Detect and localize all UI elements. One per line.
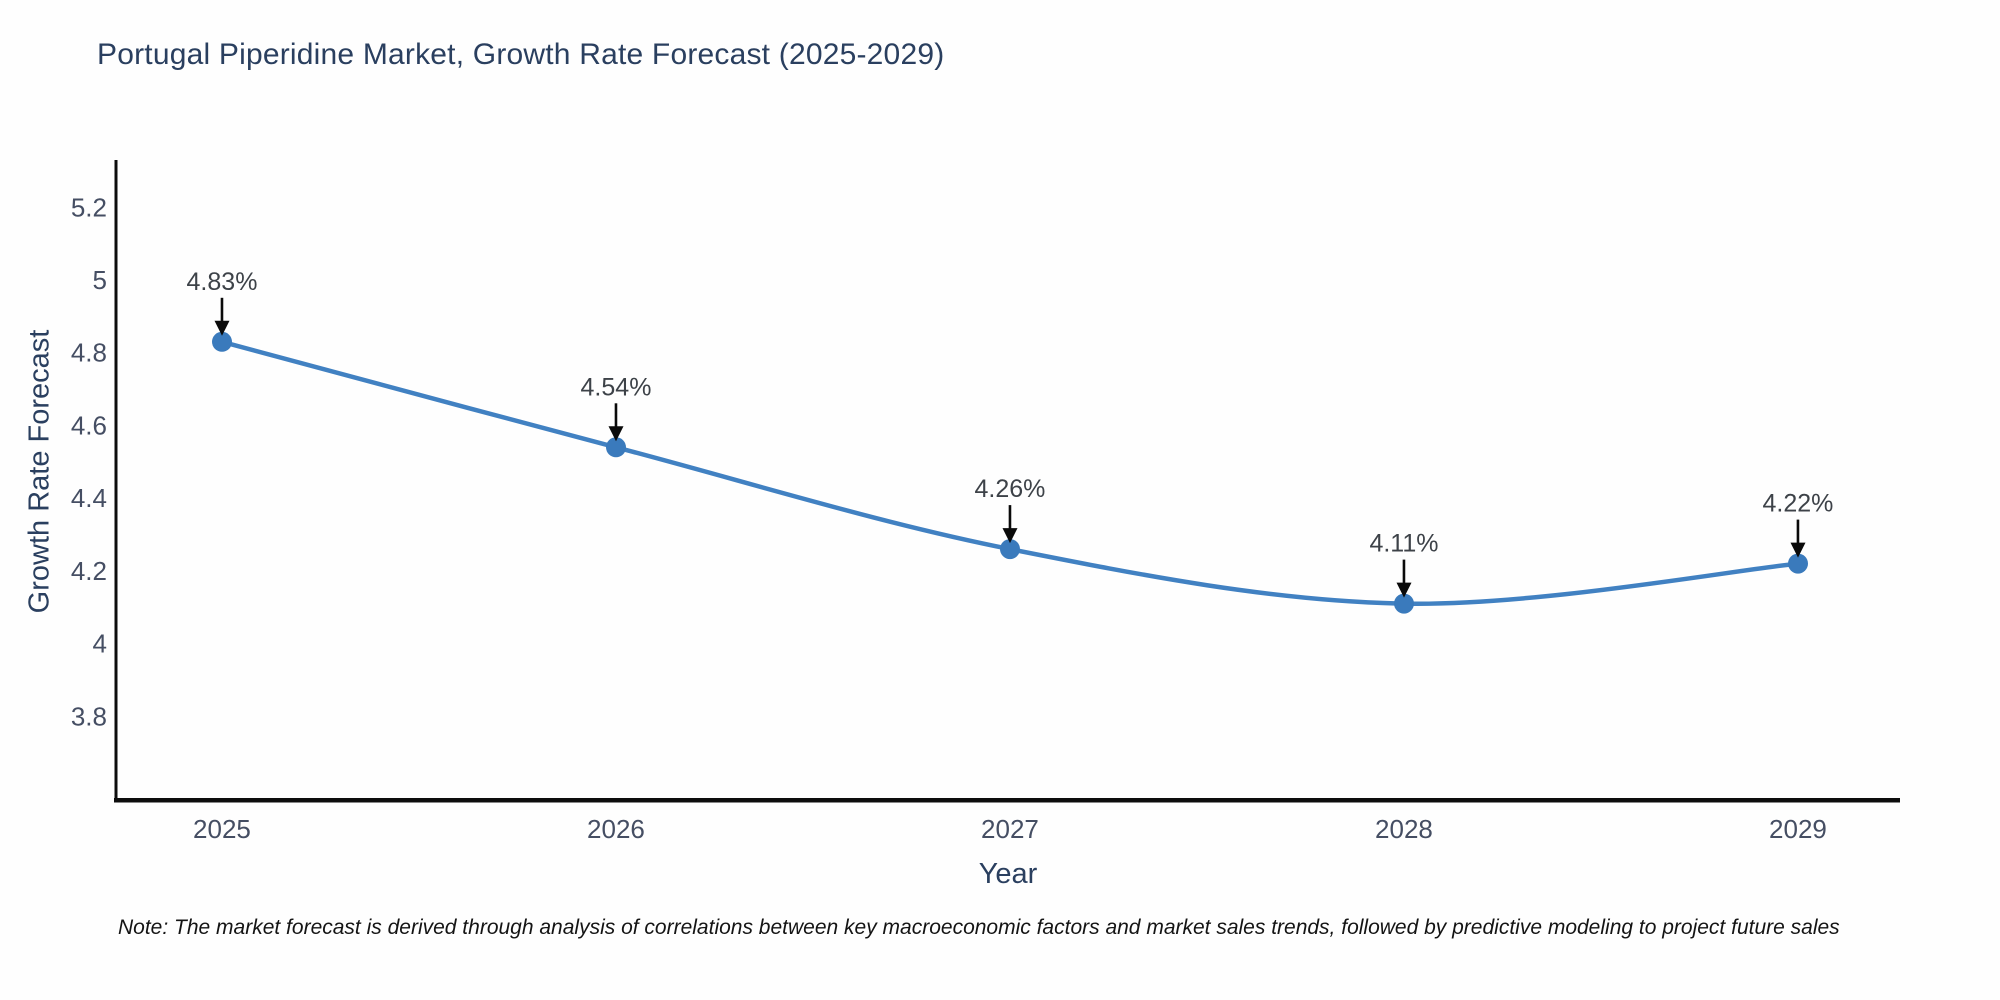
- data-point-marker: [212, 331, 232, 352]
- x-tick-label: 2028: [1375, 814, 1433, 844]
- x-tick-label: 2026: [587, 814, 645, 844]
- x-tick-label: 2027: [981, 814, 1039, 844]
- annotation-arrow-head: [214, 320, 230, 336]
- x-tick-label: 2029: [1769, 814, 1827, 844]
- data-point-label: 4.83%: [187, 268, 258, 296]
- x-axis-title: Year: [978, 858, 1038, 890]
- y-tick-label: 5: [93, 265, 107, 295]
- annotation-arrow-head: [1002, 528, 1018, 544]
- data-point-marker: [1788, 553, 1808, 574]
- x-axis-spine: [114, 798, 1900, 803]
- chart-title: Portugal Piperidine Market, Growth Rate …: [97, 38, 945, 71]
- y-tick-label: 4.6: [71, 410, 107, 440]
- annotation-arrow-head: [1790, 542, 1806, 558]
- y-tick-label: 4: [93, 629, 107, 659]
- y-axis-title: Growth Rate Forecast: [23, 329, 56, 614]
- y-tick-label: 3.8: [71, 701, 107, 731]
- chart-footnote: Note: The market forecast is derived thr…: [118, 916, 1840, 939]
- data-point-label: 4.11%: [1369, 530, 1438, 558]
- y-tick-label: 5.2: [71, 192, 107, 222]
- data-point-marker: [606, 437, 626, 458]
- y-tick-label: 4.8: [71, 338, 107, 368]
- forecast-line: [219, 339, 1801, 606]
- y-axis-spine: [114, 160, 118, 802]
- data-point-label: 4.54%: [581, 373, 652, 401]
- data-point-marker: [1000, 539, 1020, 560]
- y-tick-label: 4.2: [71, 556, 107, 586]
- annotation-arrow-head: [1396, 582, 1412, 598]
- x-tick-label: 2025: [193, 814, 251, 844]
- data-point-label: 4.22%: [1763, 490, 1834, 518]
- data-point-label: 4.26%: [975, 475, 1046, 503]
- data-point-marker: [1394, 593, 1414, 614]
- y-tick-label: 4.4: [71, 483, 107, 513]
- annotation-arrow-head: [608, 426, 624, 442]
